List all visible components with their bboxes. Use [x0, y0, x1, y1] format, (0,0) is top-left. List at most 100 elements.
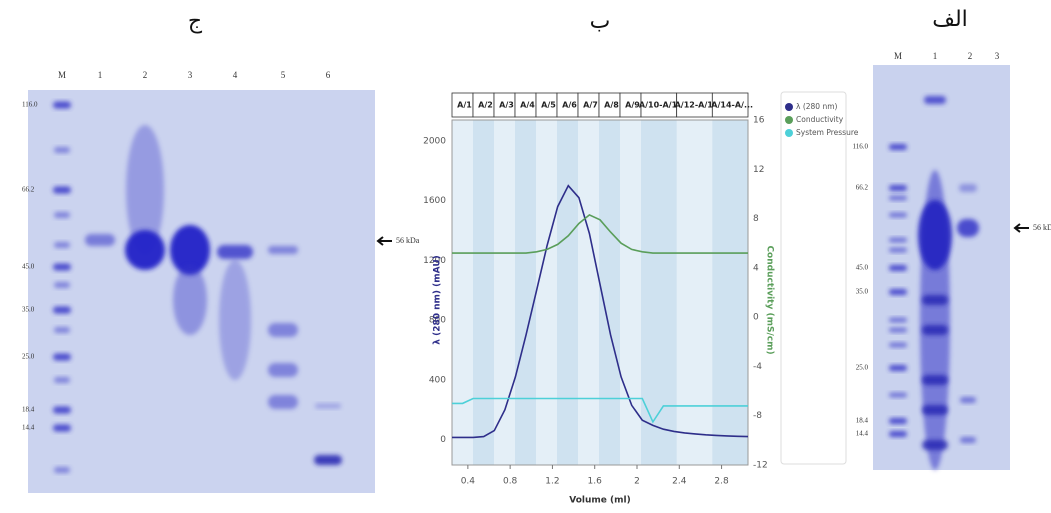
marker-label: 25.0 [856, 364, 869, 372]
y2-tick-label: -12 [753, 461, 768, 471]
y-tick-label: 1600 [423, 196, 446, 206]
gel-band [54, 377, 70, 383]
arrow [376, 236, 392, 246]
gel-band [922, 295, 948, 305]
gel-band [219, 260, 251, 380]
gel-band [889, 327, 907, 333]
marker-label: 66.2 [22, 186, 35, 194]
y2-tick-label: -4 [753, 362, 762, 372]
marker-label: 66.2 [856, 184, 869, 192]
gel-band [922, 440, 948, 450]
fraction-cell [676, 92, 713, 118]
legend-swatch [785, 129, 793, 137]
y-tick-label: 800 [429, 316, 446, 326]
fraction-band [515, 120, 536, 465]
marker-label: 25.0 [22, 353, 35, 361]
lane-label: 4 [233, 70, 238, 80]
gel-band [889, 212, 907, 218]
marker-label: 35.0 [856, 288, 869, 296]
gel-band [889, 195, 907, 201]
series-line [452, 397, 748, 424]
series-line [452, 184, 749, 439]
gel-band [960, 397, 976, 403]
gel-band [889, 342, 907, 348]
x-tick-label: 1.2 [545, 477, 559, 487]
y-tick-label: 2000 [423, 136, 446, 146]
series-line [452, 213, 748, 254]
x-tick-label: 2.4 [672, 477, 687, 487]
fraction-label: A/7 [583, 101, 598, 110]
plot-frame [451, 119, 749, 466]
y-tick-label: 400 [429, 375, 446, 385]
y-axis-label: λ (280 nm) (mAU) [433, 255, 443, 345]
marker-label: 35.0 [22, 306, 35, 314]
y-tick-label: 0 [440, 435, 446, 445]
x-tick-label: 2 [634, 477, 640, 487]
legend-swatch [785, 116, 793, 124]
fraction-label: A/2 [478, 101, 493, 110]
gel-band [217, 245, 253, 259]
x-tick-label: 0.4 [461, 477, 476, 487]
marker-label: 14.4 [856, 430, 869, 438]
fraction-label: A/4 [520, 101, 535, 110]
marker-label: 116.0 [22, 101, 38, 109]
fraction-label: A/1 [457, 101, 472, 110]
fraction-band [557, 120, 578, 465]
gel-band [889, 317, 907, 323]
lane-label: 3 [188, 70, 193, 80]
lane-label: 3 [995, 51, 1000, 61]
gel-band [314, 455, 342, 465]
gel-band [53, 263, 71, 271]
gel-band [889, 392, 907, 398]
gel-band [889, 431, 907, 437]
fraction-label: A/12-A/13 [675, 101, 719, 110]
gel-band [268, 363, 298, 377]
gel-band [889, 185, 907, 191]
gel-band [922, 325, 948, 335]
gel-band [889, 265, 907, 271]
fraction-label: A/14-A/... [711, 101, 753, 110]
y2-tick-label: 0 [753, 313, 759, 323]
lane-label: 2 [968, 51, 973, 61]
gel-band [54, 327, 70, 333]
y2-tick-label: 4 [753, 263, 759, 273]
marker-label: 116.0 [853, 143, 869, 151]
fraction-band [599, 120, 620, 465]
lane-label: 5 [281, 70, 286, 80]
arrow-label: 56 kDa [396, 236, 420, 245]
lane-label: 6 [326, 70, 331, 80]
gel-band [54, 467, 70, 473]
lane-label: M [58, 70, 66, 80]
gel-band [54, 147, 70, 153]
y2-tick-label: 12 [753, 165, 764, 175]
panel-label: ب [590, 9, 611, 34]
gel-band [268, 246, 298, 254]
legend-box [780, 91, 847, 465]
legend-label: System Pressure [796, 128, 859, 137]
gel-band [922, 405, 948, 415]
y2-tick-label: 16 [753, 116, 765, 126]
gel-band [54, 242, 70, 248]
marker-label: 18.4 [22, 406, 35, 414]
panel-label: ج [188, 9, 203, 34]
gel-band [173, 265, 207, 335]
arrow [1013, 223, 1029, 233]
gel-band [315, 403, 341, 409]
panel-label: الف [932, 7, 968, 32]
gel-band [53, 306, 71, 314]
lane-label: 1 [933, 51, 938, 61]
lane-label: M [894, 51, 902, 61]
gel-band [957, 219, 979, 237]
gel-band [53, 406, 71, 414]
gel-band [918, 200, 952, 270]
y2-axis-label: Conductivity (mS/cm) [765, 245, 775, 354]
gel-band [959, 184, 977, 192]
fraction-label: A/8 [604, 101, 619, 110]
gel-band [53, 186, 71, 194]
arrow-label: 56 kDa [1033, 223, 1051, 232]
marker-label: 45.0 [22, 263, 35, 271]
x-axis-label: Volume (ml) [569, 496, 630, 506]
gel-band [53, 424, 71, 432]
marker-label: 18.4 [856, 417, 869, 425]
